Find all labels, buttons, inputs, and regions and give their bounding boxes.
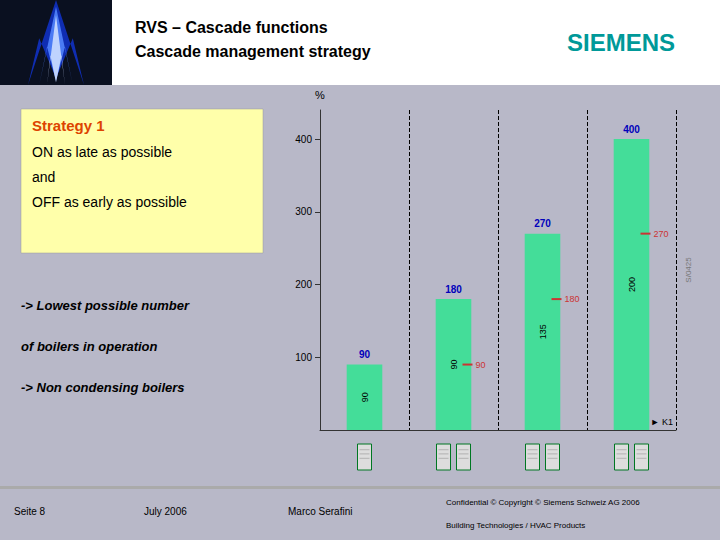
- svg-text:180: 180: [445, 284, 462, 295]
- svg-text:RVS – Cascade functions: RVS – Cascade functions: [135, 19, 328, 36]
- svg-text:-> Non condensing boilers: -> Non condensing boilers: [21, 380, 185, 395]
- svg-text:400: 400: [623, 124, 640, 135]
- svg-text:180: 180: [565, 294, 580, 304]
- svg-text:► K1: ► K1: [651, 417, 673, 427]
- svg-text:Confidential © Copyright © Sie: Confidential © Copyright © Siemens Schwe…: [446, 498, 640, 507]
- svg-text:90: 90: [359, 349, 371, 360]
- svg-text:July 2006: July 2006: [144, 506, 187, 517]
- svg-text:ON as late as possible: ON as late as possible: [32, 144, 172, 160]
- svg-text:200: 200: [295, 279, 312, 290]
- svg-text:Marco Serafini: Marco Serafini: [288, 506, 352, 517]
- svg-text:S/0425: S/0425: [684, 257, 693, 283]
- svg-text:270: 270: [654, 229, 669, 239]
- svg-text:200: 200: [627, 277, 637, 292]
- svg-text:270: 270: [534, 218, 551, 229]
- svg-text:%: %: [315, 89, 325, 101]
- svg-text:90: 90: [476, 360, 486, 370]
- svg-text:-> Lowest possible number: -> Lowest possible number: [21, 298, 190, 313]
- svg-text:of boilers in operation: of boilers in operation: [21, 339, 158, 354]
- svg-text:Seite 8: Seite 8: [14, 506, 46, 517]
- svg-text:Building Technologies / HVAC P: Building Technologies / HVAC Products: [446, 521, 585, 530]
- svg-text:90: 90: [360, 392, 370, 402]
- svg-text:OFF as early as possible: OFF as early as possible: [32, 194, 187, 210]
- svg-text:400: 400: [295, 134, 312, 145]
- svg-text:135: 135: [538, 324, 548, 339]
- svg-text:Strategy 1: Strategy 1: [32, 117, 105, 134]
- svg-text:100: 100: [295, 352, 312, 363]
- svg-text:and: and: [32, 169, 55, 185]
- svg-text:SIEMENS: SIEMENS: [567, 29, 675, 56]
- svg-text:90: 90: [449, 360, 459, 370]
- svg-text:300: 300: [295, 206, 312, 217]
- svg-text:Cascade management strategy: Cascade management strategy: [135, 43, 371, 60]
